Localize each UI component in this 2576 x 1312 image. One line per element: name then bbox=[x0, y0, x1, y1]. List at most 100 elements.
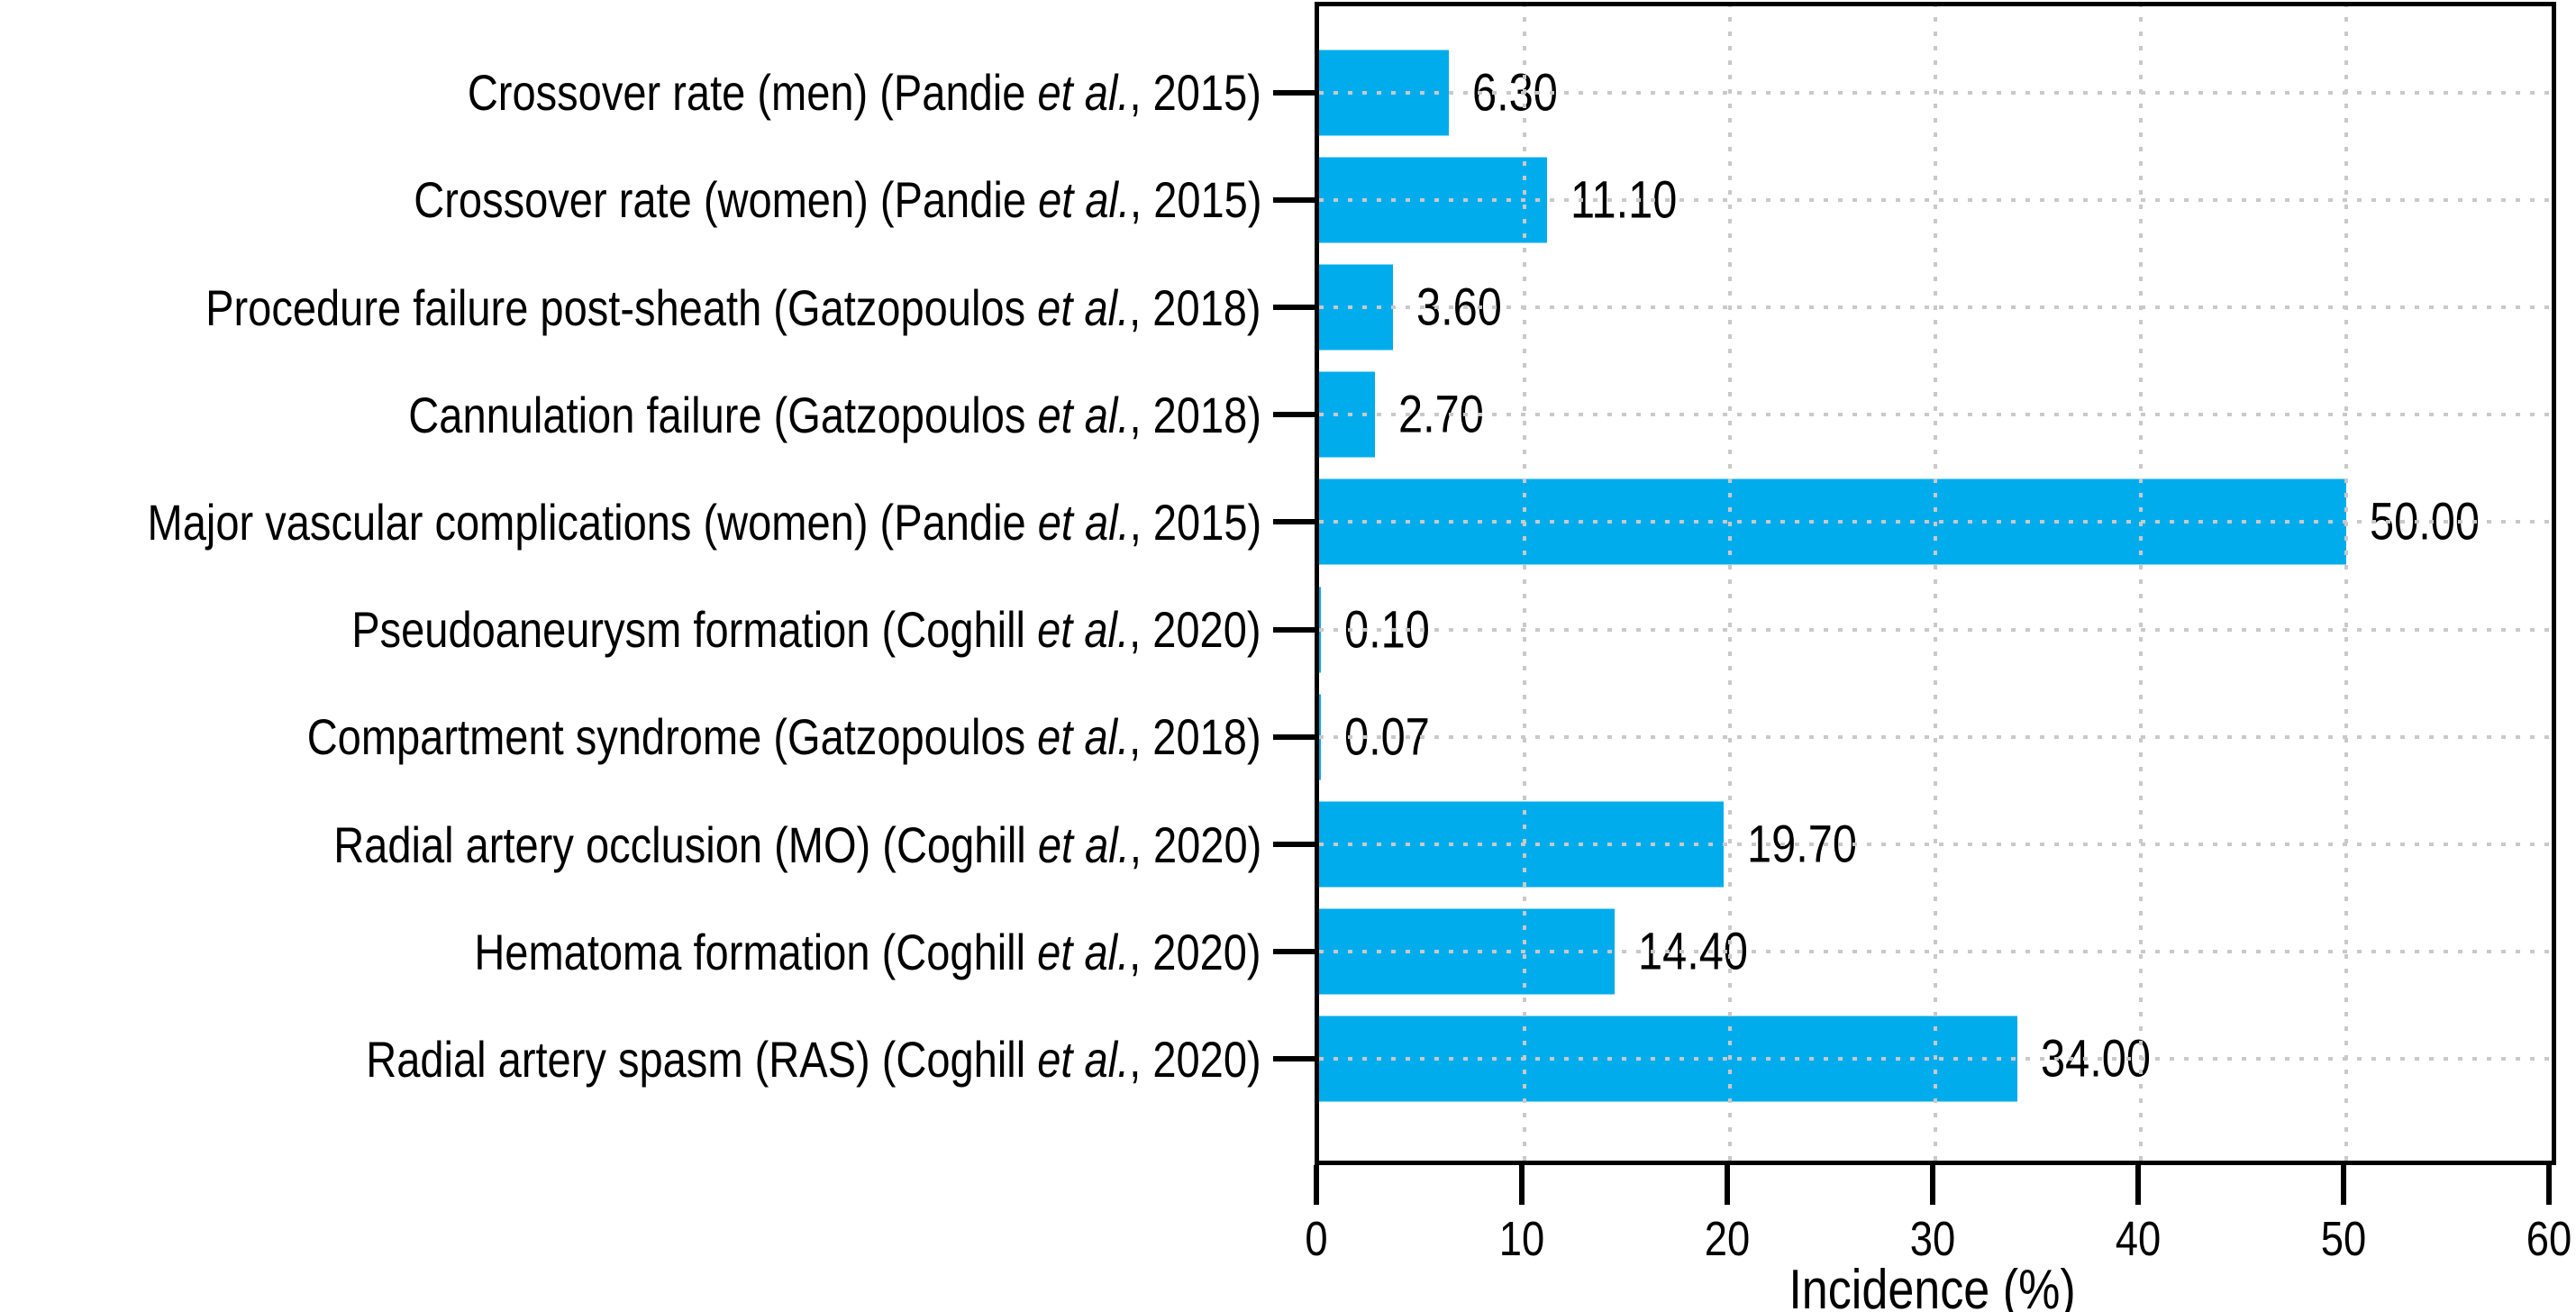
bar-row: 0.10 bbox=[1319, 576, 2552, 683]
y-tick-row bbox=[1273, 790, 1315, 897]
y-tick-mark bbox=[1273, 412, 1315, 418]
category-label: Compartment syndrome (Gatzopoulos et al.… bbox=[307, 707, 1261, 766]
x-tick-mark bbox=[1930, 1165, 1935, 1205]
x-tick-label: 30 bbox=[1906, 1211, 1960, 1267]
category-label-etal: et al. bbox=[1037, 601, 1130, 659]
y-tick-mark bbox=[1273, 519, 1315, 525]
bar-row: 11.10 bbox=[1319, 146, 2552, 253]
category-label-pre: Pseudoaneurysm formation (Coghill bbox=[351, 601, 1038, 659]
x-tick-label-text: 60 bbox=[2526, 1212, 2572, 1266]
category-label-post: , 2018) bbox=[1129, 278, 1261, 336]
category-label-pre: Major vascular complications (women) (Pa… bbox=[147, 493, 1038, 551]
category-label-etal: et al. bbox=[1037, 708, 1130, 766]
category-label-pre: Crossover rate (men) (Pandie bbox=[467, 64, 1038, 122]
y-tick-row bbox=[1273, 39, 1315, 146]
category-label: Hematoma formation (Coghill et al., 2020… bbox=[475, 923, 1261, 981]
x-tick-label: 40 bbox=[2111, 1211, 2165, 1267]
category-label-etal: et al. bbox=[1037, 493, 1130, 551]
category-label: Cannulation failure (Gatzopoulos et al.,… bbox=[408, 386, 1261, 444]
x-tick-label-text: 40 bbox=[2115, 1212, 2162, 1266]
plot-inner: 6.30 11.10 3.60 2.70 50.00 0.10 0.07 19.70 14.40… bbox=[1319, 6, 2552, 1161]
y-tick-mark bbox=[1273, 196, 1315, 203]
category-label-post: , 2020) bbox=[1129, 815, 1261, 873]
x-tick-label: 50 bbox=[2317, 1211, 2371, 1267]
category-label-etal: et al. bbox=[1037, 171, 1130, 229]
x-tick-label: 20 bbox=[1700, 1211, 1754, 1267]
category-label-etal: et al. bbox=[1037, 923, 1130, 980]
horizontal-gridline bbox=[1319, 413, 2552, 417]
y-tick-row bbox=[1273, 576, 1315, 683]
category-label-row: Radial artery occlusion (MO) (Coghill et… bbox=[0, 790, 1265, 897]
category-label-post: , 2020) bbox=[1129, 923, 1261, 980]
bar-row: 0.07 bbox=[1319, 683, 2552, 790]
category-label-row: Procedure failure post-sheath (Gatzopoul… bbox=[0, 253, 1265, 360]
category-label: Crossover rate (men) (Pandie et al., 201… bbox=[468, 63, 1261, 122]
category-label-pre: Radial artery occlusion (MO) (Coghill bbox=[332, 815, 1038, 873]
category-label-post: , 2020) bbox=[1129, 601, 1261, 659]
y-tick-mark bbox=[1273, 89, 1315, 96]
x-tick-mark bbox=[2341, 1165, 2346, 1205]
category-label-pre: Hematoma formation (Coghill bbox=[474, 923, 1038, 980]
category-label: Radial artery spasm (RAS) (Coghill et al… bbox=[367, 1030, 1261, 1089]
x-tick-label-text: 50 bbox=[2320, 1212, 2367, 1266]
category-label-pre: Radial artery spasm (RAS) (Coghill bbox=[366, 1030, 1038, 1088]
y-tick-row bbox=[1273, 146, 1315, 253]
x-tick-label: 10 bbox=[1495, 1211, 1549, 1267]
plot-rows: 6.30 11.10 3.60 2.70 50.00 0.10 0.07 19.70 14.40… bbox=[1319, 6, 2552, 1161]
x-tick-marks bbox=[1314, 1165, 2552, 1205]
y-tick-mark bbox=[1273, 949, 1315, 955]
y-tick-mark bbox=[1273, 842, 1315, 848]
x-tick-mark bbox=[2546, 1165, 2552, 1205]
x-tick-label: 0 bbox=[1303, 1211, 1330, 1267]
category-label-post: , 2020) bbox=[1129, 1030, 1261, 1088]
bar-row: 14.40 bbox=[1319, 898, 2552, 1006]
horizontal-gridline bbox=[1319, 1057, 2552, 1061]
x-tick-mark bbox=[1519, 1165, 1525, 1205]
plot-area: 6.30 11.10 3.60 2.70 50.00 0.10 0.07 19.70 14.40… bbox=[1315, 2, 2556, 1165]
category-label: Pseudoaneurysm formation (Coghill et al.… bbox=[352, 600, 1261, 659]
category-label-row: Hematoma formation (Coghill et al., 2020… bbox=[0, 898, 1265, 1006]
vertical-gridline bbox=[1934, 6, 1937, 1161]
x-tick-mark bbox=[1314, 1165, 1319, 1205]
category-label-row: Cannulation failure (Gatzopoulos et al.,… bbox=[0, 361, 1265, 469]
vertical-gridline bbox=[1728, 6, 1732, 1161]
category-label: Crossover rate (women) (Pandie et al., 2… bbox=[414, 170, 1261, 229]
category-label-etal: et al. bbox=[1037, 815, 1130, 873]
bar-row: 6.30 bbox=[1319, 39, 2552, 146]
category-label-post: , 2015) bbox=[1129, 171, 1261, 229]
x-tick-label-text: 30 bbox=[1909, 1212, 1956, 1266]
category-label-etal: et al. bbox=[1037, 386, 1130, 443]
y-tick-mark bbox=[1273, 1056, 1315, 1062]
x-tick-label-text: 0 bbox=[1305, 1212, 1328, 1266]
category-label-pre: Cannulation failure (Gatzopoulos bbox=[408, 386, 1038, 443]
category-label-row: Pseudoaneurysm formation (Coghill et al.… bbox=[0, 576, 1265, 683]
category-label-row: Major vascular complications (women) (Pa… bbox=[0, 469, 1265, 576]
category-label-row: Compartment syndrome (Gatzopoulos et al.… bbox=[0, 683, 1265, 790]
bar-row: 2.70 bbox=[1319, 361, 2552, 469]
y-tick-marks-column bbox=[1273, 6, 1315, 1161]
y-tick-row bbox=[1273, 1006, 1315, 1113]
y-tick-row bbox=[1273, 253, 1315, 360]
category-label: Procedure failure post-sheath (Gatzopoul… bbox=[206, 278, 1261, 337]
x-tick-label-text: 20 bbox=[1704, 1212, 1751, 1266]
horizontal-gridline bbox=[1319, 305, 2552, 309]
y-tick-row bbox=[1273, 361, 1315, 469]
horizontal-gridline bbox=[1319, 197, 2552, 202]
x-axis-title: Incidence (%) bbox=[1316, 1258, 2549, 1312]
category-label-post: , 2015) bbox=[1129, 64, 1261, 122]
y-tick-row bbox=[1273, 683, 1315, 790]
category-label: Major vascular complications (women) (Pa… bbox=[147, 493, 1261, 551]
vertical-gridline bbox=[2139, 6, 2143, 1161]
category-label-pre: Crossover rate (women) (Pandie bbox=[413, 171, 1038, 229]
category-label-etal: et al. bbox=[1037, 1030, 1130, 1088]
horizontal-gridline bbox=[1319, 843, 2552, 847]
vertical-gridline bbox=[2344, 6, 2348, 1161]
bar-row: 50.00 bbox=[1319, 469, 2552, 576]
category-label-etal: et al. bbox=[1037, 278, 1130, 336]
category-label-row: Crossover rate (men) (Pandie et al., 201… bbox=[0, 39, 1265, 146]
category-label-etal: et al. bbox=[1037, 64, 1130, 122]
x-tick-label: 60 bbox=[2522, 1211, 2576, 1267]
category-label-pre: Compartment syndrome (Gatzopoulos bbox=[307, 708, 1038, 766]
category-label-post: , 2015) bbox=[1129, 493, 1261, 551]
horizontal-gridline bbox=[1319, 90, 2552, 95]
